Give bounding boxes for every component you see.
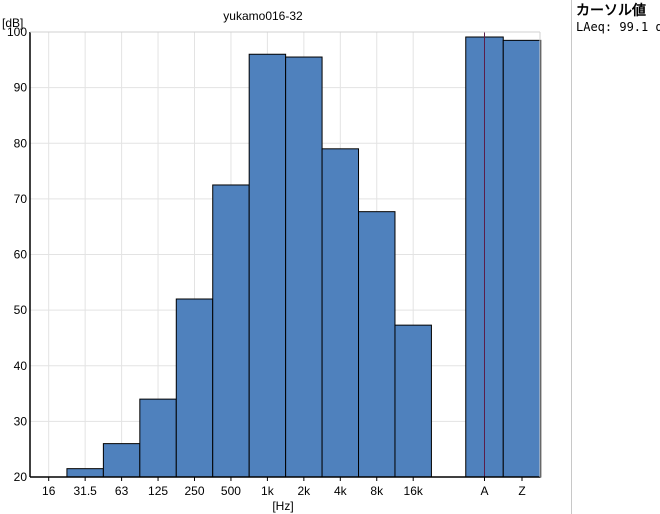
x-tick-label: 8k bbox=[370, 484, 384, 498]
y-tick-label: 50 bbox=[14, 303, 28, 317]
y-tick-label: 100 bbox=[7, 25, 27, 39]
cursor-value-readout: LAeq: 99.1 dB bbox=[576, 20, 660, 34]
x-tick-label: 2k bbox=[298, 484, 312, 498]
chart-title: yukamo016-32 bbox=[223, 9, 303, 23]
tick-labels: 20 30 40 50 60 70 80 90 100 16 31.5 63 125 250 500 1k 2k… bbox=[7, 25, 526, 498]
x-tick-label: 31.5 bbox=[73, 484, 97, 498]
y-tick-label: 90 bbox=[14, 81, 28, 95]
y-tick-label: 20 bbox=[14, 470, 28, 484]
x-axis-label: [Hz] bbox=[272, 499, 293, 513]
x-tick-label: 4k bbox=[334, 484, 348, 498]
y-axis-label: [dB] bbox=[2, 16, 23, 30]
y-tick-label: 60 bbox=[14, 248, 28, 262]
bar-1k bbox=[248, 53, 287, 478]
y-tick-label: 40 bbox=[14, 359, 28, 373]
y-tick-label: 30 bbox=[14, 414, 28, 428]
y-tick-label: 80 bbox=[14, 136, 28, 150]
bar-31.5 bbox=[66, 468, 104, 478]
bar-2k bbox=[285, 56, 323, 478]
x-tick-label: 1k bbox=[261, 484, 275, 498]
bar-16k bbox=[394, 324, 432, 478]
bar-500 bbox=[212, 184, 250, 478]
bar-4k bbox=[321, 148, 360, 478]
bar-63 bbox=[102, 443, 141, 478]
bar-8k bbox=[358, 211, 396, 478]
x-tick-label: 63 bbox=[115, 484, 129, 498]
x-tick-label: 250 bbox=[184, 484, 204, 498]
spectrum-chart: 20 30 40 50 60 70 80 90 100 16 31.5 63 125 250 500 1k 2k… bbox=[2, 9, 542, 513]
x-tick-label: 125 bbox=[148, 484, 168, 498]
y-tick-label: 70 bbox=[14, 192, 28, 206]
x-tick-label-overall: Z bbox=[518, 484, 525, 498]
x-tick-label: 16k bbox=[404, 484, 424, 498]
x-tick-label-overall: A bbox=[480, 484, 488, 498]
bar-125 bbox=[139, 398, 177, 478]
axes bbox=[29, 31, 541, 481]
x-tick-label: 16 bbox=[42, 484, 56, 498]
cursor-panel: カーソル値 LAeq: 99.1 dB bbox=[571, 0, 660, 514]
bar-overall-Z bbox=[502, 39, 542, 478]
cursor-panel-title: カーソル値 bbox=[576, 3, 646, 19]
bar-250 bbox=[175, 298, 214, 478]
x-tick-label: 500 bbox=[221, 484, 241, 498]
bars bbox=[66, 32, 542, 478]
